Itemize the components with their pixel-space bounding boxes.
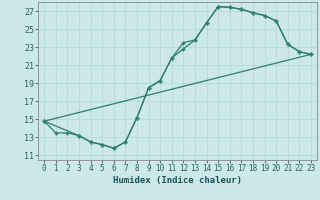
X-axis label: Humidex (Indice chaleur): Humidex (Indice chaleur) bbox=[113, 176, 242, 185]
